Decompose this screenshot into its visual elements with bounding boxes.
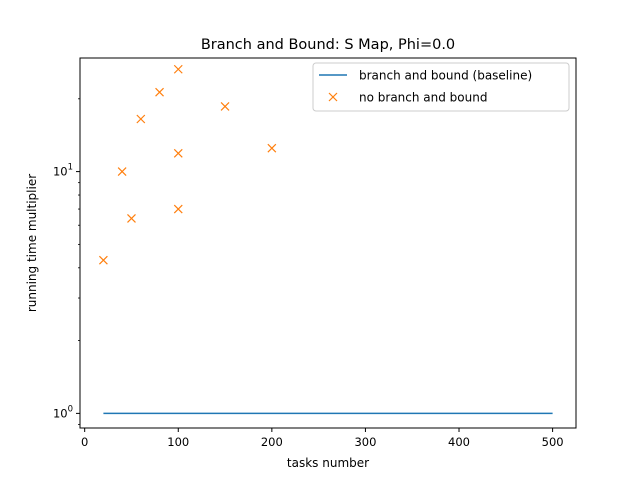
x-tick-label: 0 — [81, 435, 88, 449]
plot-area: 0 100 200 300 400 500 100 101 — [53, 57, 577, 449]
data-point-x-marker — [117, 167, 127, 177]
legend-x-marker-swatch — [328, 92, 338, 102]
data-point-x-marker — [173, 204, 183, 214]
legend-entry-branch-and-bound-baseline: branch and bound (baseline) — [359, 69, 532, 83]
data-point-x-marker — [98, 255, 108, 265]
legend: branch and bound (baseline) no branch an… — [312, 62, 570, 112]
y-tick-label: 100 — [53, 404, 73, 420]
data-point-x-marker — [220, 102, 230, 111]
x-axis-ticks: 0 100 200 300 400 500 — [81, 428, 564, 449]
x-tick-label: 100 — [167, 435, 189, 449]
data-point-x-marker — [267, 143, 277, 153]
x-tick-label: 400 — [448, 435, 470, 449]
legend-box — [312, 62, 570, 112]
x-axis-label: tasks number — [287, 456, 369, 470]
data-point-x-marker — [136, 114, 146, 124]
y-tick-label: 101 — [53, 163, 73, 179]
data-point-x-marker — [173, 148, 183, 158]
series-layer — [98, 64, 553, 415]
x-tick-label: 300 — [354, 435, 376, 449]
y-axis-label: running time multiplier — [25, 174, 39, 312]
data-point-x-marker — [155, 87, 164, 97]
legend-entry-no-branch-and-bound: no branch and bound — [359, 91, 487, 105]
x-tick-label: 500 — [542, 435, 564, 449]
axes-frame — [79, 57, 577, 429]
y-axis-ticks: 100 101 — [53, 98, 80, 425]
data-point-x-marker — [173, 64, 183, 74]
chart-title: Branch and Bound: S Map, Phi=0.0 — [201, 37, 455, 53]
x-tick-label: 200 — [261, 435, 283, 449]
data-point-x-marker — [127, 214, 136, 223]
